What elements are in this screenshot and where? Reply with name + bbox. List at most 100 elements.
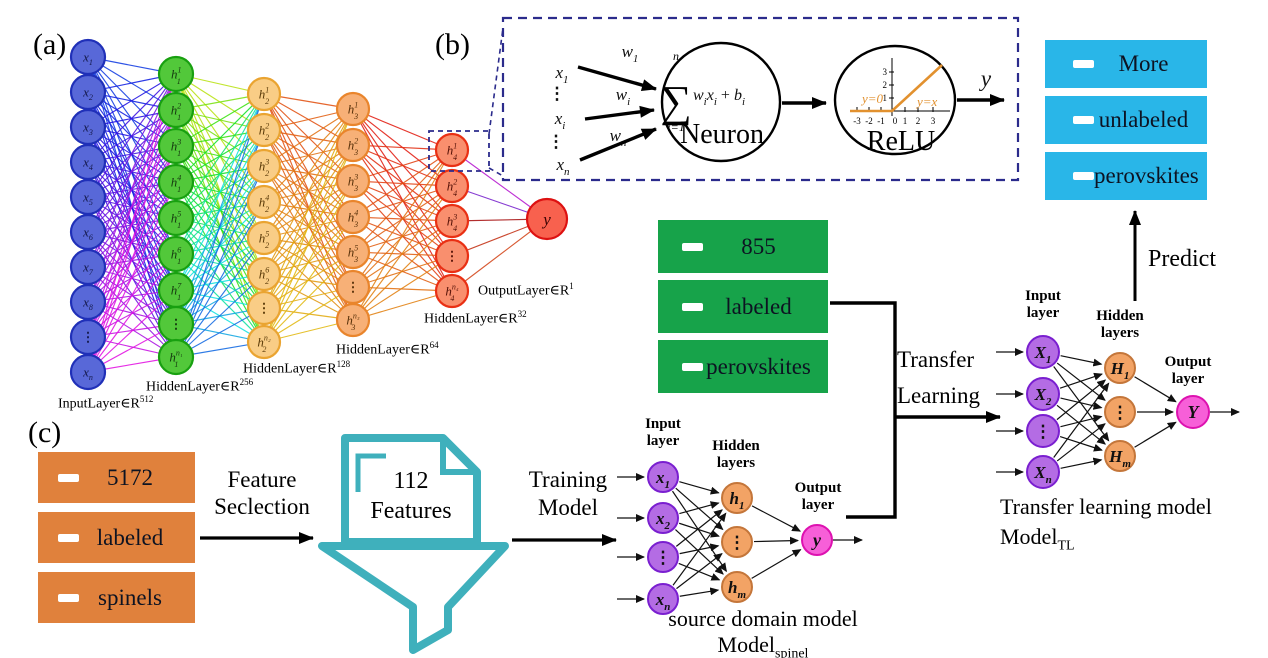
- tspan: 1: [453, 142, 457, 151]
- document-corner-mark: [355, 453, 386, 492]
- nn-edge: [263, 286, 354, 343]
- hidden-layer-1-node-label: h7 1: [171, 282, 183, 302]
- tspan: 1: [563, 74, 569, 86]
- layer-dimension-caption: HiddenLayer∈R32: [424, 309, 527, 327]
- tspan: H: [1108, 447, 1123, 466]
- input-node-label: ⋮: [1035, 422, 1052, 441]
- tspan: y: [979, 66, 992, 91]
- net-edge: [1060, 355, 1103, 367]
- layer-dimension-caption: OutputLayer∈R1: [478, 281, 574, 299]
- tspan: X: [1033, 463, 1046, 482]
- tspan: 1: [665, 479, 671, 491]
- hidden-layer-2-node: [246, 184, 282, 220]
- source-input-layer-label: Input layer: [630, 416, 696, 450]
- hidden-layer-1-node: [157, 127, 195, 165]
- net-edge: [1056, 379, 1107, 421]
- label-line: layer: [1171, 371, 1205, 387]
- tspan: 4: [89, 163, 93, 172]
- tspan: 1: [178, 66, 182, 75]
- input-layer-node-label: ⋮: [82, 330, 95, 345]
- nn-edge: [352, 149, 453, 182]
- tspan: h: [171, 247, 178, 262]
- tspan: h: [730, 489, 739, 508]
- label-line: Hidden: [712, 438, 760, 454]
- dash-icon: [682, 302, 703, 311]
- net-edge: [751, 505, 802, 532]
- hidden-layer-3-node: [335, 91, 371, 127]
- hidden-node: [1104, 396, 1136, 428]
- tspan: 2: [265, 205, 269, 214]
- hidden-node: [721, 526, 753, 558]
- input-variable-label: x1: [554, 63, 568, 86]
- box-text: perovskites: [706, 353, 811, 379]
- hidden-layer-1-node-label: ⋮: [170, 317, 183, 332]
- tspan: 5: [89, 198, 93, 207]
- tspan: 1: [177, 113, 181, 122]
- hidden-layer-1-node-label: h4 1: [171, 174, 182, 194]
- tl-hidden-layers-label: Hidden layers: [1084, 308, 1156, 342]
- tspan: 3: [176, 138, 181, 147]
- label-line: Output: [794, 480, 842, 496]
- flow-arrow: [584, 105, 655, 121]
- relu-y-tick-label: 2: [883, 80, 888, 90]
- hidden-layer-3-node-label: h3 3: [348, 173, 359, 193]
- tspan: 3: [264, 158, 269, 167]
- tspan: 1: [177, 257, 181, 266]
- hidden-layer-2-node: [246, 76, 282, 112]
- nn-edge: [87, 73, 177, 373]
- tspan: i: [704, 96, 707, 108]
- dash-icon: [58, 473, 79, 482]
- info-box: perovskites: [1045, 152, 1207, 200]
- input-node-label: ⋮: [655, 548, 672, 567]
- tspan: 3: [353, 148, 358, 157]
- nn-edge: [352, 149, 453, 288]
- hidden-layer-4-node-label: h3 4: [447, 213, 458, 233]
- nn-edge: [263, 108, 354, 239]
- label-line: Seclection: [214, 494, 310, 519]
- info-box: unlabeled: [1045, 96, 1207, 144]
- tspan: n: [564, 166, 570, 178]
- box-text: labeled: [725, 293, 792, 319]
- tspan: 4: [453, 153, 457, 162]
- zoom-leader-line: [488, 27, 504, 135]
- input-node: [1026, 455, 1060, 489]
- hidden-layer-3-node: [335, 234, 371, 270]
- sigma-upper-limit: n: [673, 49, 679, 63]
- nn-edge: [352, 149, 453, 218]
- label-line: Learning: [897, 383, 981, 408]
- tspan: 1: [89, 58, 93, 67]
- zoom-source-dashed-box: [428, 130, 490, 172]
- neuron-label: Neuron: [680, 119, 764, 150]
- tspan: 8: [89, 303, 93, 312]
- label-line: 112: [393, 468, 429, 494]
- label-line: Output: [1164, 354, 1212, 370]
- tspan: 2: [262, 345, 266, 354]
- net-edge: [675, 487, 724, 531]
- net-edge: [751, 549, 802, 579]
- hidden-node-label: h1: [730, 489, 745, 512]
- output-layer-node: [525, 197, 569, 241]
- tspan: 3: [88, 128, 93, 137]
- tspan: 3: [452, 213, 457, 222]
- label-line: Input: [1025, 288, 1061, 304]
- hidden-node: [1104, 352, 1136, 384]
- hidden-layer-2-node-label: h1 2: [259, 86, 270, 106]
- hidden-layer-3-node-label: h5 3: [348, 244, 359, 264]
- relu-x-tick-label: 1: [903, 116, 908, 126]
- tl-output-layer-label: Output layer: [1152, 354, 1224, 388]
- tspan: 2: [89, 93, 93, 102]
- relu-x-tick-label: -2: [865, 116, 873, 126]
- label-line: Input: [645, 416, 681, 432]
- hidden-layer-3-node-label: ⋮: [347, 280, 360, 295]
- nn-edge: [87, 253, 177, 373]
- tspan: h: [259, 195, 266, 210]
- tspan: h: [348, 102, 355, 117]
- tspan: h: [171, 283, 178, 298]
- tspan: 3: [353, 173, 358, 182]
- tspan: h: [445, 284, 452, 299]
- tspan: h: [346, 313, 353, 328]
- nn-edge: [352, 255, 453, 321]
- net-edge: [675, 529, 724, 575]
- tspan: 2: [1045, 396, 1052, 408]
- net-edge: [1056, 423, 1106, 462]
